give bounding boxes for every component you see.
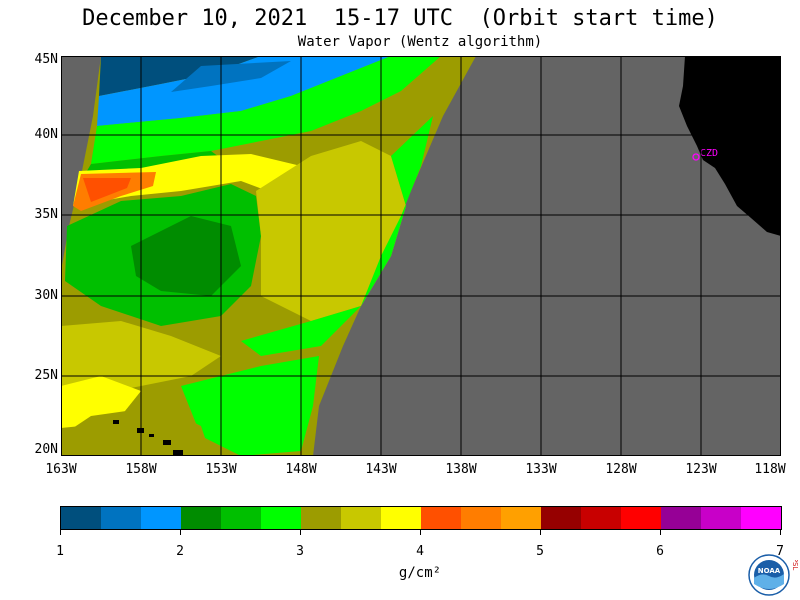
lat-label: 25N [34,368,58,383]
lon-label: 153W [205,462,237,477]
colorbar-tick [660,529,661,535]
colorbar-segment [261,507,301,529]
colorbar-tick-label: 6 [656,544,664,559]
psl-side-label: PSL [791,560,799,570]
lon-label: 133W [525,462,557,477]
vapor-region-darkgreen [131,216,241,296]
colorbar-tick-label: 7 [776,544,784,559]
colorbar-segment [661,507,701,529]
colorbar-segment [621,507,661,529]
lon-label: 148W [285,462,317,477]
lon-label: 118W [754,462,786,477]
lon-label: 128W [605,462,637,477]
lon-label: 163W [45,462,77,477]
colorbar-units: g/cm² [398,565,442,581]
colorbar-segment [301,507,341,529]
colorbar [60,506,782,530]
colorbar-tick-label: 2 [176,544,184,559]
colorbar-tick [540,529,541,535]
vapor-region-yellowolive [256,141,406,321]
colorbar-segment [741,507,781,529]
vapor-band-green [91,56,441,164]
colorbar-segment [61,507,101,529]
vapor-region-south-olive [61,406,211,456]
colorbar-tick [180,529,181,535]
lon-label: 123W [685,462,717,477]
colorbar-tick [60,529,61,535]
colorbar-tick-label: 4 [416,544,424,559]
vapor-band-midblue [171,61,291,92]
map-subtitle: Water Vapor (Wentz algorithm) [297,34,543,50]
map-title: December 10, 2021 15-17 UTC (Orbit start… [82,6,718,31]
colorbar-segment [581,507,621,529]
lat-label: 35N [34,207,58,222]
station-label: CZD [700,148,718,159]
psl-side-text: PSL [791,560,799,570]
colorbar-segment [141,507,181,529]
colorbar-segment [181,507,221,529]
colorbar-tick-label: 1 [56,544,64,559]
colorbar-segment [421,507,461,529]
map-grid [61,56,781,456]
colorbar-tick [780,529,781,535]
colorbar-tick [420,529,421,535]
colorbar-segment [701,507,741,529]
lon-label: 143W [365,462,397,477]
lon-label: 138W [445,462,477,477]
lon-label: 158W [125,462,157,477]
colorbar-segment [501,507,541,529]
colorbar-segment [381,507,421,529]
colorbar-tick-label: 3 [296,544,304,559]
colorbar-segment [101,507,141,529]
vapor-band-blue [97,56,391,126]
lat-label: 30N [34,288,58,303]
colorbar-tick-label: 5 [536,544,544,559]
vapor-region-south-green [181,356,319,456]
colorbar-segment [341,507,381,529]
lat-label: 45N [34,52,58,67]
water-vapor-map: CZD [61,56,781,456]
lat-label: 40N [34,127,58,142]
vapor-band-red-orange [83,178,131,202]
north-america-land [679,56,781,236]
vapor-region-green-east [241,116,433,356]
colorbar-tick [300,529,301,535]
lat-label: 20N [34,442,58,457]
vapor-band-yellow [73,154,311,206]
svg-text:NOAA: NOAA [758,567,781,575]
colorbar-segment [221,507,261,529]
noaa-logo-icon: NOAA [748,554,790,596]
colorbar-segment [541,507,581,529]
colorbar-segment [461,507,501,529]
station-marker-icon [692,153,700,161]
